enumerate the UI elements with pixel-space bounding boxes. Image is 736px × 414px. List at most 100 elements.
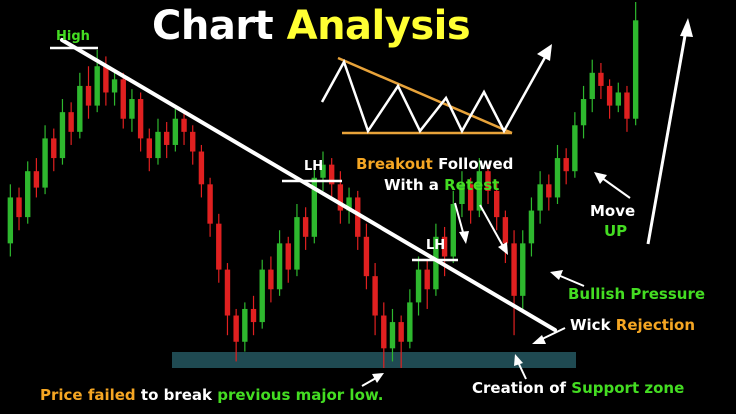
bull-candle bbox=[632, 20, 639, 119]
bear-candle bbox=[606, 85, 613, 106]
bull-candle bbox=[94, 66, 100, 106]
breakout-label-line1: Breakout Followed bbox=[356, 157, 513, 172]
bull-candle bbox=[25, 171, 31, 218]
bear-candle bbox=[224, 269, 231, 316]
title-part1: Chart bbox=[152, 3, 274, 49]
bull-candle bbox=[311, 177, 318, 237]
bull-candle bbox=[433, 236, 439, 290]
wick-rejection-label: Wick Rejection bbox=[570, 318, 695, 333]
bull-candle bbox=[276, 243, 283, 290]
bear-candle bbox=[337, 184, 344, 211]
price-failed-label: Price failed to break previous major low… bbox=[40, 388, 383, 403]
price-failed-words: Price failed bbox=[40, 386, 136, 404]
bear-candle bbox=[33, 171, 40, 188]
bear-candle bbox=[120, 79, 126, 119]
bear-candle bbox=[181, 118, 187, 132]
bull-candle bbox=[407, 302, 413, 342]
bull-candle bbox=[346, 197, 352, 211]
bear-candle bbox=[163, 131, 170, 145]
bear-candle bbox=[268, 269, 274, 290]
bear-candle bbox=[68, 112, 74, 132]
bull-candle bbox=[7, 197, 14, 244]
bull-candle bbox=[242, 308, 248, 342]
bear-candle bbox=[328, 164, 335, 185]
bear-candle bbox=[198, 151, 205, 185]
bull-candle bbox=[572, 125, 578, 172]
annotation-arrows bbox=[361, 18, 693, 387]
title-part2: Analysis bbox=[286, 3, 471, 49]
bull-candle bbox=[459, 184, 465, 204]
trendline bbox=[60, 38, 557, 332]
bullish-pressure-label: Bullish Pressure bbox=[568, 285, 706, 303]
up-label: UP bbox=[604, 222, 628, 240]
with-a-word: With a bbox=[384, 176, 439, 194]
bull-candle bbox=[259, 269, 265, 323]
bull-candle bbox=[554, 158, 561, 198]
candlestick-series bbox=[7, 2, 639, 368]
bear-candle bbox=[424, 269, 430, 290]
triangle-diagram bbox=[320, 44, 552, 135]
bull-candle bbox=[320, 164, 326, 178]
bull-candle bbox=[520, 243, 526, 296]
bear-candle bbox=[441, 236, 448, 257]
bear-candle bbox=[372, 276, 378, 316]
bull-candle bbox=[589, 72, 595, 100]
support-zone bbox=[172, 352, 576, 368]
bear-candle bbox=[190, 131, 196, 152]
wick-word: Wick bbox=[570, 316, 611, 334]
chart-title: Chart Analysis bbox=[152, 3, 471, 49]
bear-candle bbox=[355, 197, 361, 237]
bull-candle bbox=[42, 138, 48, 188]
bull-candle bbox=[537, 184, 543, 211]
bull-candle bbox=[129, 99, 135, 119]
bull-candle bbox=[111, 79, 118, 93]
bear-candle bbox=[51, 138, 57, 159]
breakout-word: Breakout bbox=[356, 155, 433, 173]
to-break-words: to break bbox=[140, 386, 213, 404]
bear-candle bbox=[398, 322, 404, 342]
bear-candle bbox=[302, 217, 309, 237]
bull-candle bbox=[528, 210, 535, 244]
bull-candle bbox=[155, 131, 161, 159]
bull-candle bbox=[415, 269, 422, 303]
lh1-label: LH bbox=[304, 159, 324, 174]
bear-candle bbox=[146, 138, 152, 159]
bear-candle bbox=[137, 99, 144, 139]
bear-candle bbox=[233, 315, 239, 342]
bear-candle bbox=[16, 197, 22, 218]
bull-candle bbox=[59, 112, 66, 159]
bear-candle bbox=[502, 217, 509, 244]
followed-word: Followed bbox=[438, 155, 514, 173]
triangle-arrowhead bbox=[537, 44, 552, 61]
support-zone-words: Support zone bbox=[571, 379, 685, 397]
bear-candle bbox=[250, 308, 257, 323]
breakout-label-line2: With a Retest bbox=[384, 178, 499, 193]
major-low-words: previous major low. bbox=[217, 386, 384, 404]
bear-candle bbox=[624, 92, 630, 119]
bear-candle bbox=[467, 184, 474, 211]
bull-candle bbox=[615, 92, 621, 106]
bull-candle bbox=[476, 171, 483, 211]
bull-candle bbox=[450, 204, 456, 257]
bear-candle bbox=[563, 158, 569, 172]
triangle-upper-line bbox=[337, 56, 513, 135]
bull-candle bbox=[294, 217, 300, 270]
bull-candle bbox=[580, 99, 587, 126]
bear-candle bbox=[363, 236, 370, 277]
bear-candle bbox=[103, 66, 109, 93]
bear-candle bbox=[546, 184, 552, 198]
creation-of-words: Creation of bbox=[472, 379, 567, 397]
bear-candle bbox=[285, 243, 291, 270]
support-zone-label: Creation of Support zone bbox=[472, 381, 684, 396]
triangle-zigzag bbox=[320, 51, 550, 134]
lh2-label: LH bbox=[426, 238, 446, 253]
retest-word: Retest bbox=[444, 176, 500, 194]
bear-candle bbox=[494, 190, 500, 218]
bear-candle bbox=[598, 72, 604, 86]
bull-candle bbox=[172, 118, 179, 145]
bull-candle bbox=[389, 322, 396, 349]
bear-candle bbox=[85, 85, 92, 106]
bear-candle bbox=[216, 223, 222, 270]
bear-candle bbox=[511, 243, 517, 296]
